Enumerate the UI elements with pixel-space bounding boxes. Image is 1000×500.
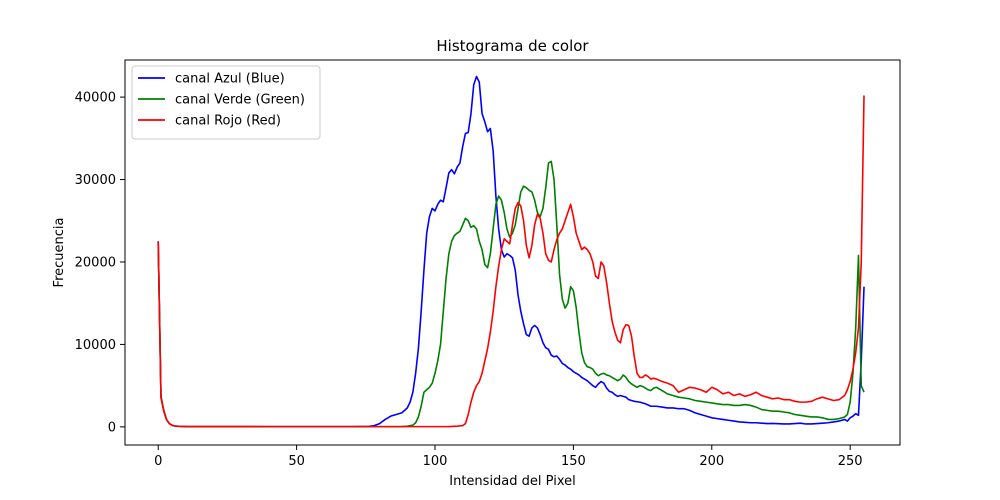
x-tick-label: 150 — [561, 454, 586, 469]
y-tick-label: 0 — [108, 420, 116, 435]
y-tick-label: 10000 — [75, 338, 116, 353]
series-line-2 — [157, 95, 865, 428]
legend-label-2: canal Rojo (Red) — [175, 114, 281, 129]
x-tick-label: 100 — [423, 454, 448, 469]
x-axis: 0 50 100 150 200 250 — [154, 445, 863, 469]
series-line-1 — [157, 160, 865, 428]
x-axis-label: Intensidad del Pixel — [449, 474, 575, 489]
legend-label-1: canal Verde (Green) — [175, 93, 305, 108]
y-axis-label: Frecuencia — [52, 218, 67, 288]
y-tick-label: 40000 — [75, 91, 116, 106]
legend-box — [131, 65, 321, 140]
legend-label-0: canal Azul (Blue) — [175, 72, 285, 87]
y-axis: 0 10000 20000 30000 40000 — [75, 91, 125, 435]
y-tick-label: 30000 — [75, 173, 116, 188]
x-tick-label: 250 — [838, 454, 863, 469]
chart-title: Histograma de color — [436, 37, 589, 55]
legend: canal Azul (Blue) canal Verde (Green) cana… — [131, 65, 321, 140]
y-tick-label: 20000 — [75, 255, 116, 270]
series-line-0 — [157, 75, 865, 428]
series-layer — [157, 75, 865, 428]
plot-frame — [124, 59, 901, 446]
x-tick-label: 200 — [699, 454, 724, 469]
x-tick-label: 0 — [154, 454, 162, 469]
x-tick-label: 50 — [288, 454, 305, 469]
